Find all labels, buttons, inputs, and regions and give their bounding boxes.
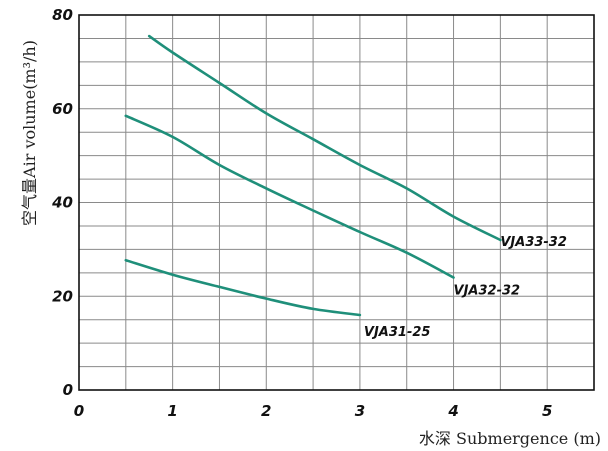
x-tick-label: 2 (261, 402, 271, 420)
series-label: VJA33-32 (500, 235, 567, 250)
grid (79, 15, 594, 390)
y-axis-title: 空气量Air volume(m³/h) (20, 40, 39, 226)
series-label: VJA31-25 (364, 325, 431, 340)
y-tick-label: 40 (51, 194, 73, 212)
x-tick-label: 5 (542, 402, 552, 420)
y-tick-label: 20 (52, 287, 73, 305)
plot-frame (78, 14, 595, 391)
y-tick-label: 60 (52, 100, 73, 118)
y-tick-label: 0 (63, 381, 73, 399)
x-tick-label: 4 (447, 402, 458, 420)
series-lines (124, 34, 502, 317)
x-tick-label: 3 (355, 402, 365, 420)
series-line (124, 258, 362, 317)
series-line (124, 114, 455, 279)
x-tick-label: 0 (74, 402, 84, 420)
y-tick-label: 80 (52, 6, 73, 24)
x-tick-label: 1 (167, 402, 177, 420)
series-label: VJA32-32 (454, 284, 521, 299)
series-labels: VJA33-32 VJA32-32 VJA31-25 (364, 235, 567, 340)
x-axis-title: 水深 Submergence (m) (419, 429, 601, 448)
y-tick-labels: 0 20 40 60 80 (51, 6, 73, 399)
series-line (147, 34, 502, 242)
x-tick-labels: 0 1 2 3 4 5 (74, 402, 553, 420)
